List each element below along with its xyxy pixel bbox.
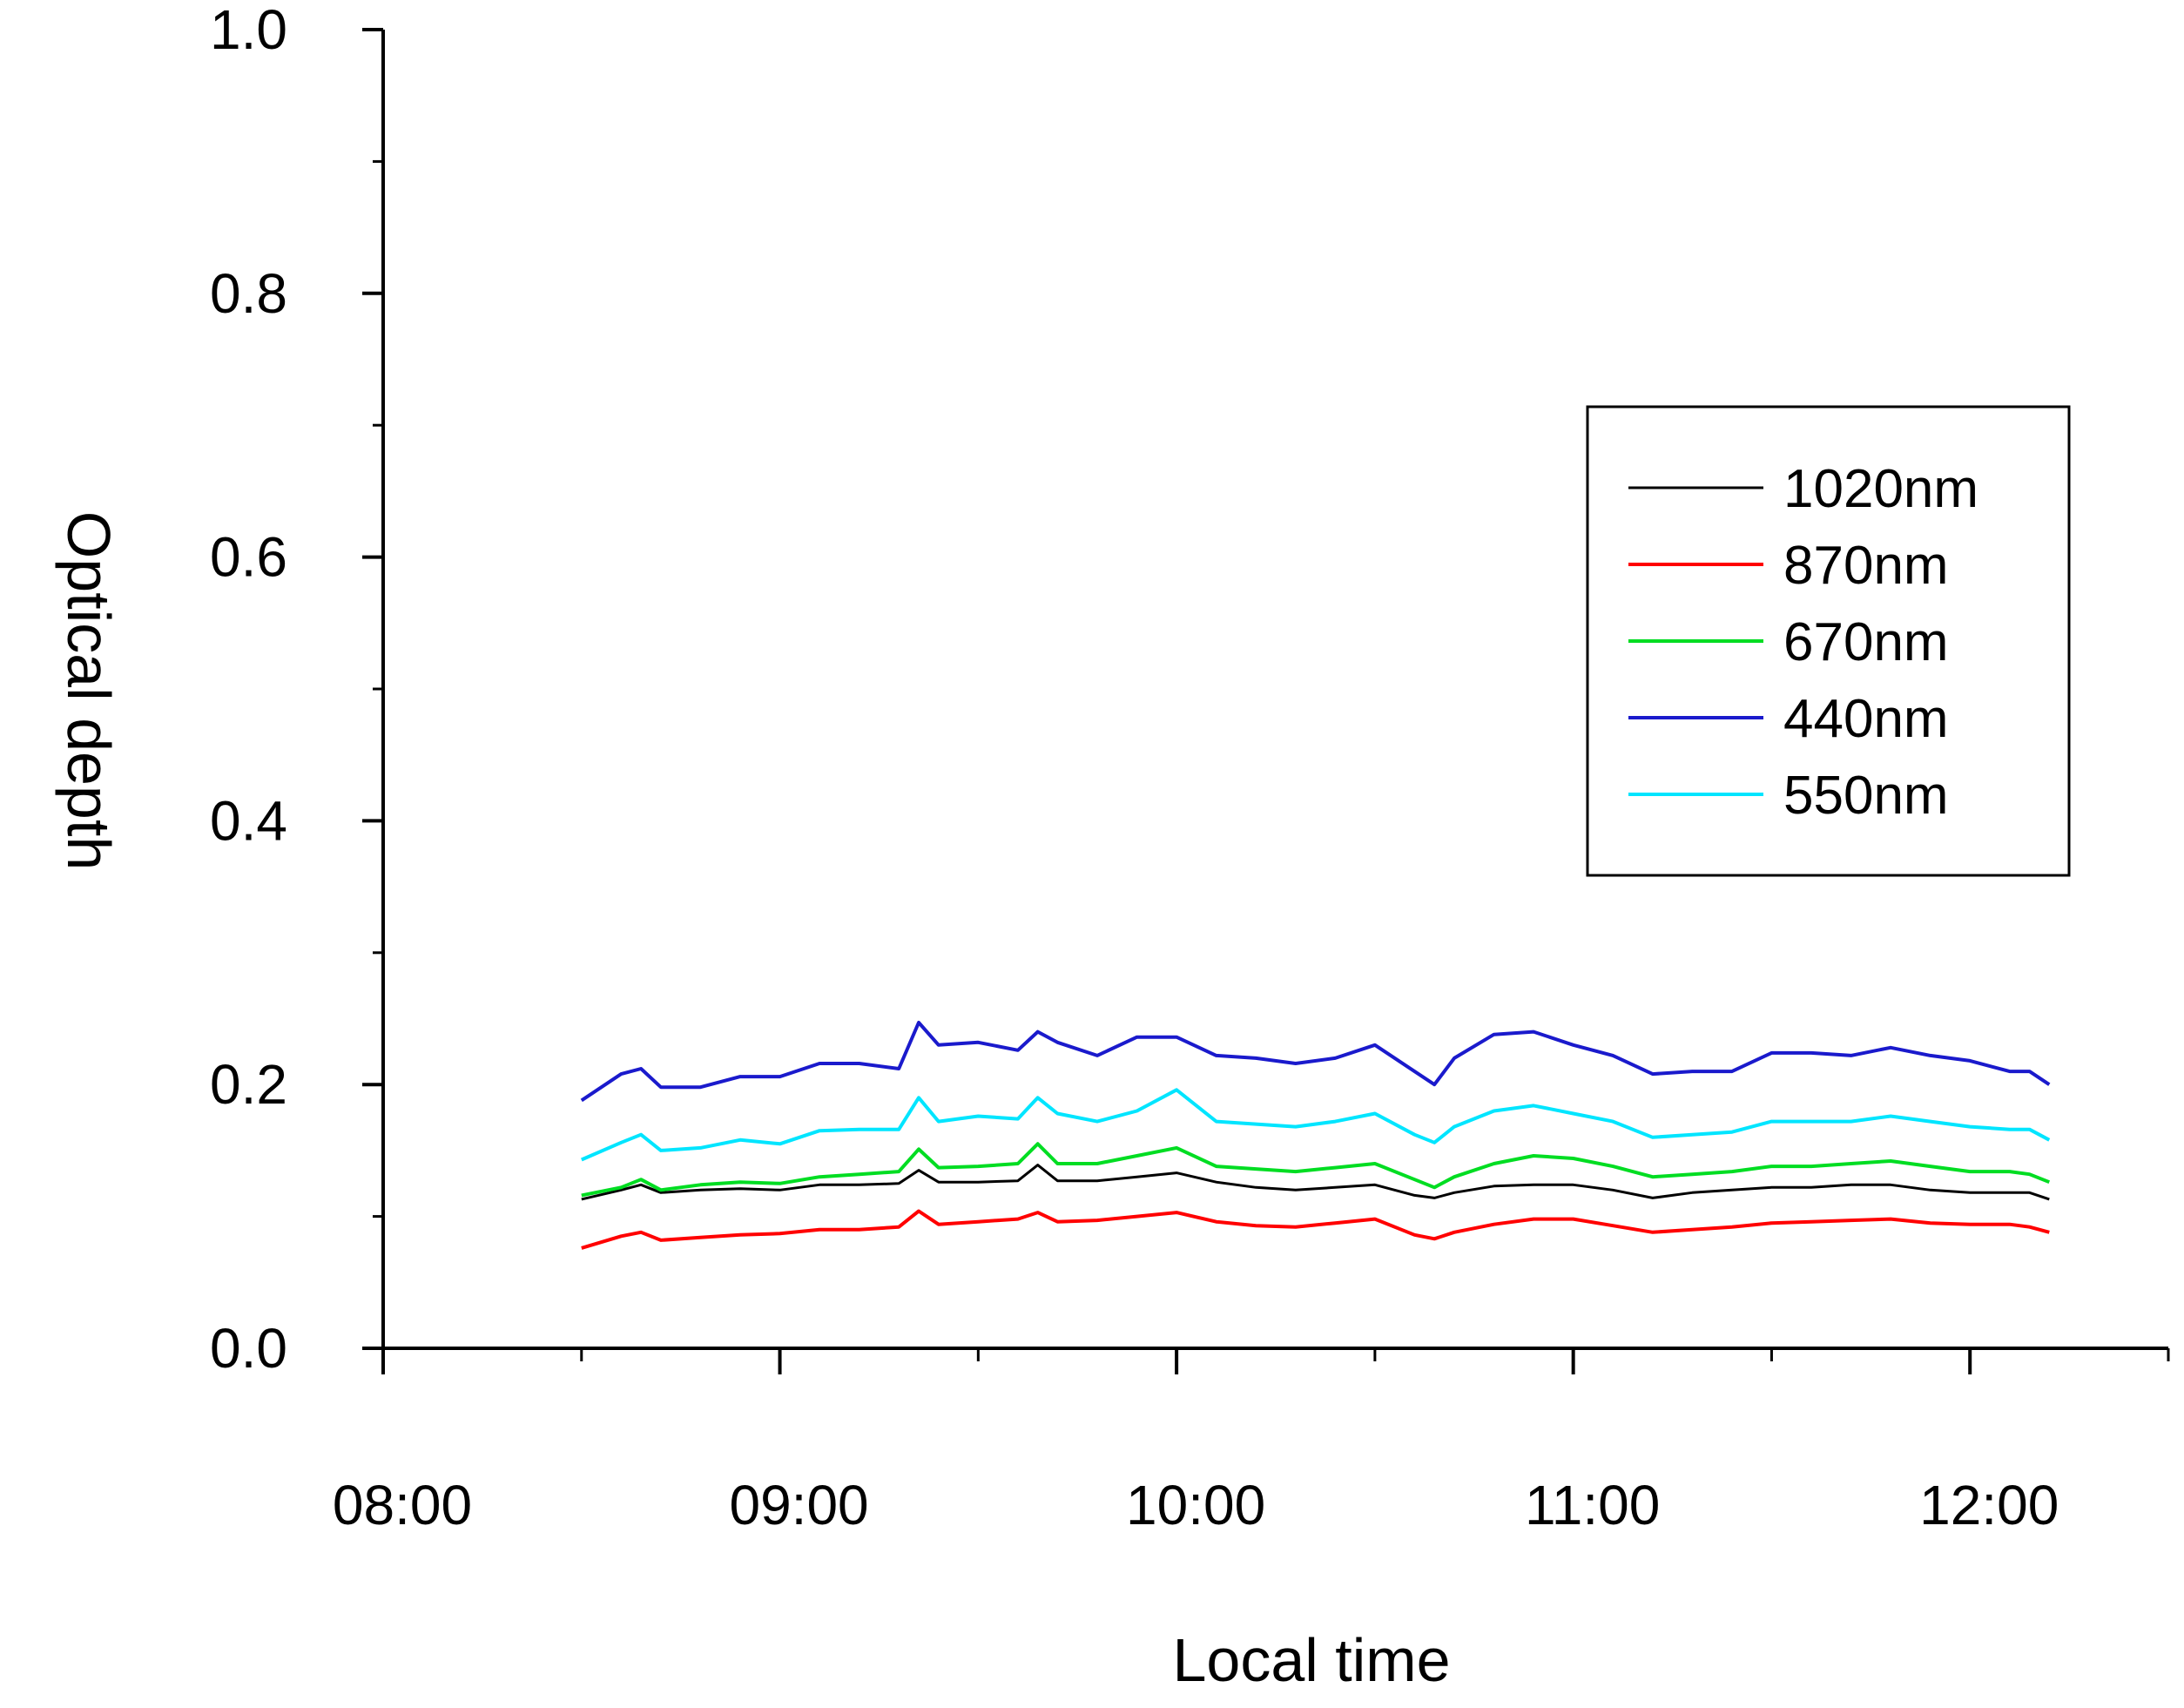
series-line-1020nm xyxy=(581,1164,2050,1201)
y-tick-label: 0.4 xyxy=(210,789,287,852)
x-tick-label: 12:00 xyxy=(1919,1474,2059,1536)
x-tick-label: 08:00 xyxy=(333,1474,472,1536)
x-tick-label: 09:00 xyxy=(729,1474,868,1536)
series-line-550nm xyxy=(581,1088,2051,1162)
x-axis-label: Local time xyxy=(1172,1626,1450,1694)
legend-label: 670nm xyxy=(1783,612,1949,672)
legend-label: 870nm xyxy=(1783,536,1949,596)
legend-label: 440nm xyxy=(1783,689,1949,749)
series-line-440nm xyxy=(580,1021,2051,1103)
x-tick-label: 10:00 xyxy=(1126,1474,1265,1536)
y-tick-label: 0.0 xyxy=(210,1317,287,1380)
series-line-870nm xyxy=(581,1209,2050,1250)
legend-label: 550nm xyxy=(1783,766,1949,826)
legend-label: 1020nm xyxy=(1783,459,1978,519)
series-lines xyxy=(580,1021,2051,1250)
legend: 1020nm 870nm 670nm 440nm 550nm xyxy=(1586,405,2071,877)
y-tick-label: 0.6 xyxy=(210,526,287,589)
x-tick-label: 11:00 xyxy=(1525,1474,1660,1536)
y-tick-label: 1.0 xyxy=(210,0,287,61)
y-axis-label: Optical depth xyxy=(55,511,123,870)
y-tick-label: 0.2 xyxy=(210,1053,287,1116)
y-tick-label: 0.8 xyxy=(210,262,287,325)
series-line-670nm xyxy=(581,1142,2051,1198)
